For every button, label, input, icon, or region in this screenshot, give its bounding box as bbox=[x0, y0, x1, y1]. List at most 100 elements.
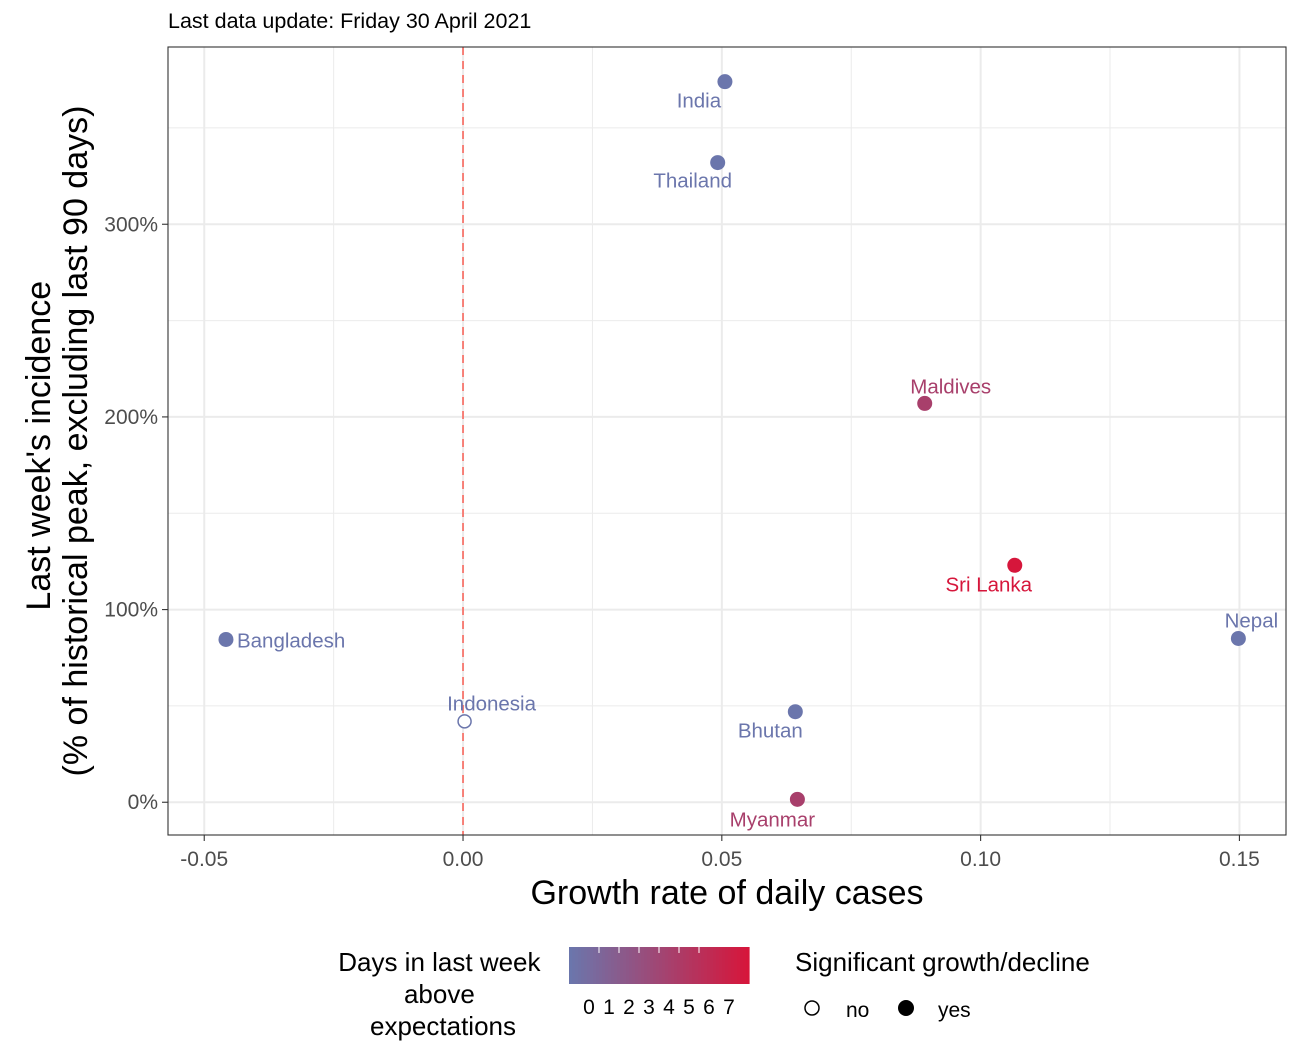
point-label-bangladesh: Bangladesh bbox=[237, 629, 345, 652]
colorbar-segment bbox=[617, 947, 621, 984]
point-label-sri-lanka: Sri Lanka bbox=[945, 573, 1032, 596]
colorbar-label: 6 bbox=[703, 996, 715, 1019]
legend-color-title-line3: expectations bbox=[370, 1011, 516, 1041]
data-points bbox=[218, 74, 1246, 807]
colorbar-segment bbox=[605, 947, 609, 984]
colorbar-segment bbox=[710, 947, 714, 984]
colorbar-segment bbox=[722, 947, 726, 984]
colorbar-segment bbox=[575, 947, 579, 984]
colorbar-segment bbox=[569, 947, 573, 984]
colorbar-segment bbox=[701, 947, 705, 984]
colorbar-segment bbox=[662, 947, 666, 984]
x-tick-label: 0.10 bbox=[960, 848, 1001, 871]
legend-color-title: Days in last week above expectations bbox=[338, 947, 548, 1041]
colorbar-segment bbox=[644, 947, 648, 984]
colorbar-segment bbox=[650, 947, 654, 984]
point-bangladesh bbox=[218, 631, 234, 647]
colorbar-segment bbox=[725, 947, 729, 984]
colorbar-segment bbox=[623, 947, 627, 984]
plot-panel-border bbox=[167, 46, 1287, 836]
point-label-indonesia: Indonesia bbox=[447, 692, 537, 715]
point-sri-lanka bbox=[1007, 557, 1023, 573]
grid-lines bbox=[168, 47, 1286, 835]
x-axis: -0.05 0.00 0.05 0.10 0.15 bbox=[180, 835, 1260, 871]
colorbar-label: 7 bbox=[723, 996, 735, 1019]
point-maldives bbox=[917, 395, 933, 411]
x-tick-label: 0.05 bbox=[701, 848, 742, 871]
colorbar-segment bbox=[686, 947, 690, 984]
colorbar-segment bbox=[620, 947, 624, 984]
colorbar-segment bbox=[734, 947, 738, 984]
colorbar-segment bbox=[707, 947, 711, 984]
point-labels: India Thailand Maldives Sri Lanka Nepal Bangl… bbox=[237, 90, 1278, 832]
colorbar-label: 5 bbox=[683, 996, 695, 1019]
colorbar-segment bbox=[719, 947, 723, 984]
point-label-india: India bbox=[677, 90, 722, 113]
y-axis: 0% 100% 200% 300% bbox=[104, 213, 168, 814]
colorbar-segment bbox=[737, 947, 741, 984]
x-tick-label: 0.15 bbox=[1219, 848, 1260, 871]
colorbar-segment bbox=[611, 947, 615, 984]
y-tick-label: 100% bbox=[104, 599, 158, 622]
colorbar-label: 2 bbox=[623, 996, 635, 1019]
colorbar-segment bbox=[632, 947, 636, 984]
colorbar-segment bbox=[689, 947, 693, 984]
colorbar-segment bbox=[671, 947, 675, 984]
colorbar-segment bbox=[602, 947, 606, 984]
colorbar-segment bbox=[590, 947, 594, 984]
colorbar-segment bbox=[656, 947, 660, 984]
colorbar-label: 1 bbox=[603, 996, 615, 1019]
colorbar-segment bbox=[572, 947, 576, 984]
colorbar-segment bbox=[626, 947, 630, 984]
point-label-maldives: Maldives bbox=[910, 375, 991, 398]
colorbar-segment bbox=[647, 947, 651, 984]
point-indonesia bbox=[457, 714, 472, 729]
colorbar-label: 0 bbox=[583, 996, 595, 1019]
point-label-bhutan: Bhutan bbox=[738, 720, 803, 743]
colorbar-label: 4 bbox=[663, 996, 675, 1019]
colorbar-segment bbox=[614, 947, 618, 984]
point-label-myanmar: Myanmar bbox=[730, 808, 816, 831]
colorbar-segment bbox=[608, 947, 612, 984]
point-nepal bbox=[1230, 630, 1246, 646]
colorbar-segment bbox=[593, 947, 597, 984]
colorbar-segment bbox=[698, 947, 702, 984]
colorbar-segment bbox=[578, 947, 582, 984]
colorbar-segment bbox=[665, 947, 669, 984]
point-india bbox=[717, 74, 733, 90]
legend-shape-yes-marker bbox=[898, 1000, 914, 1016]
colorbar-segment bbox=[581, 947, 585, 984]
colorbar-segment bbox=[695, 947, 699, 984]
colorbar-segment bbox=[728, 947, 732, 984]
y-tick-label: 0% bbox=[128, 791, 158, 814]
y-tick-label: 200% bbox=[104, 406, 158, 429]
legend-shape-no-marker bbox=[804, 1000, 820, 1016]
colorbar-segment bbox=[596, 947, 600, 984]
colorbar-segment bbox=[674, 947, 678, 984]
colorbar-segment bbox=[680, 947, 684, 984]
colorbar-segment bbox=[659, 947, 663, 984]
colorbar-segment bbox=[668, 947, 672, 984]
colorbar-segment bbox=[599, 947, 603, 984]
point-label-nepal: Nepal bbox=[1225, 609, 1279, 632]
colorbar-segment bbox=[677, 947, 681, 984]
colorbar-segment bbox=[638, 947, 642, 984]
legend-shape-title: Significant growth/decline bbox=[795, 947, 1090, 977]
colorbar-segment bbox=[713, 947, 717, 984]
chart-subtitle: Last data update: Friday 30 April 2021 bbox=[168, 9, 531, 33]
colorbar-segment bbox=[746, 947, 750, 984]
colorbar-segment bbox=[653, 947, 657, 984]
colorbar-segment bbox=[629, 947, 633, 984]
x-tick-label: -0.05 bbox=[180, 848, 228, 871]
x-axis-title: Growth rate of daily cases bbox=[530, 874, 923, 912]
legend-color-title-line2: above bbox=[404, 979, 475, 1009]
x-tick-label: 0.00 bbox=[443, 848, 484, 871]
y-axis-title: Last week's incidence (% of historical p… bbox=[20, 106, 95, 777]
point-bhutan bbox=[787, 704, 803, 720]
colorbar-segment bbox=[683, 947, 687, 984]
point-thailand bbox=[710, 155, 726, 171]
colorbar-label: 3 bbox=[643, 996, 655, 1019]
